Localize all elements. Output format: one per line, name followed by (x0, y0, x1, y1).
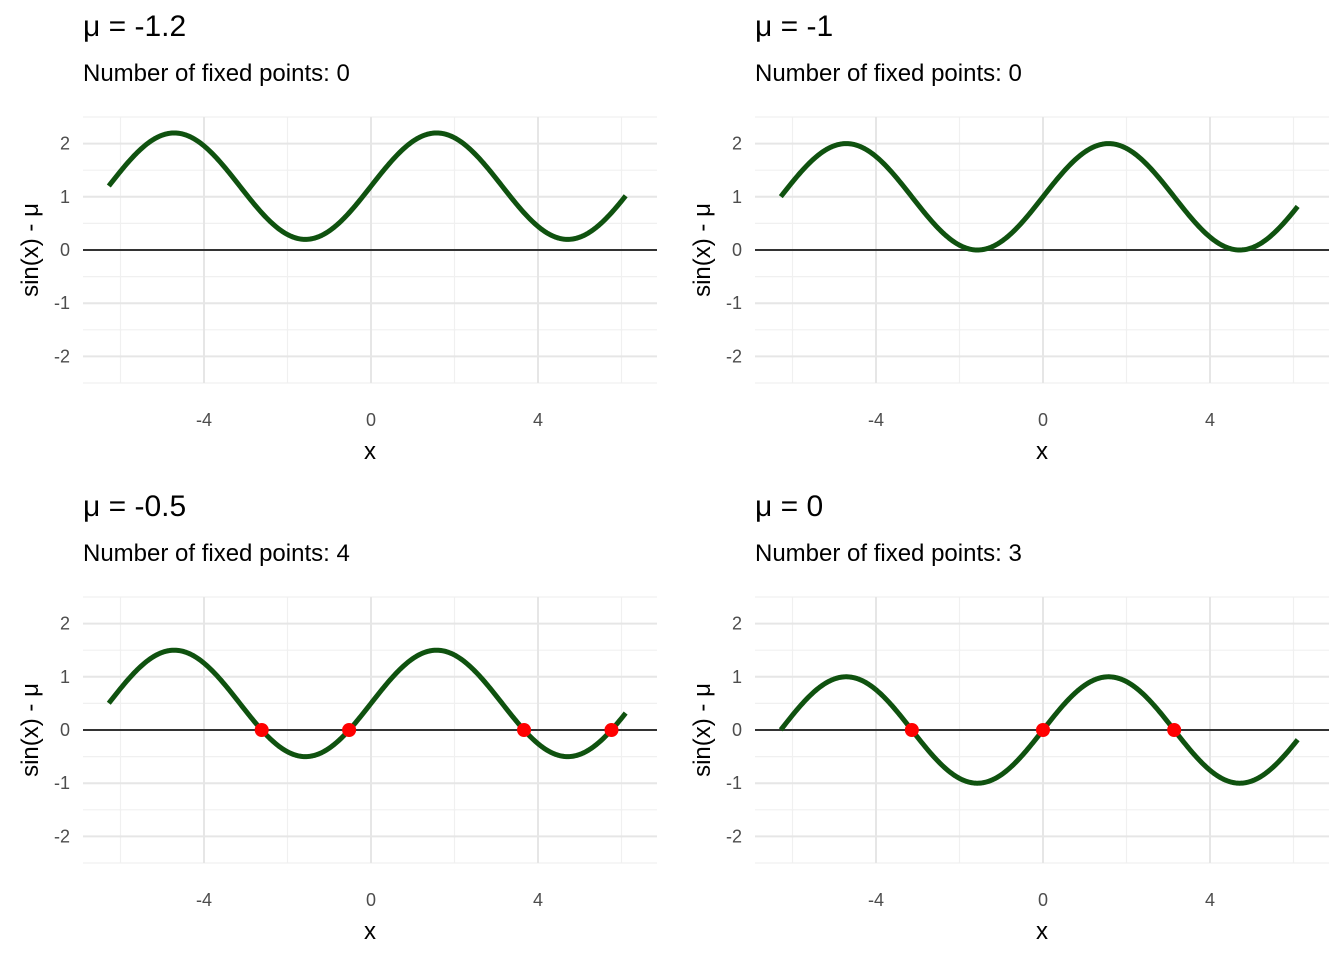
plot-area: -4 0 4 -2 -1 0 1 2 x sin(x) - μ (17, 116, 657, 465)
y-tick-label: 0 (60, 720, 70, 740)
y-tick-label: -1 (726, 293, 742, 313)
chart-panel-2: μ = -1 Number of fixed points: 0 -4 0 4 -2-… (672, 0, 1344, 480)
y-tick-label: 2 (60, 134, 70, 154)
y-tick-label: 2 (60, 614, 70, 634)
y-tick-label: -2 (54, 346, 70, 366)
plot-area: -4 0 4 -2 -1 0 1 2 x sin(x) - μ (17, 596, 657, 945)
panel-subtitle: Number of fixed points: 0 (755, 60, 1022, 87)
x-tick-label: 4 (533, 410, 543, 430)
fixed-point (1167, 723, 1182, 737)
x-tick-label: 4 (1205, 890, 1215, 910)
panel-subtitle: Number of fixed points: 0 (83, 60, 350, 87)
panel-subtitle: Number of fixed points: 4 (83, 540, 350, 567)
x-axis-label: x (364, 438, 376, 465)
y-tick-label: 1 (60, 667, 70, 687)
x-tick-label: 0 (1038, 410, 1048, 430)
fixed-point (517, 723, 532, 737)
x-tick-label: 0 (366, 890, 376, 910)
fixed-point (904, 723, 919, 737)
y-tick-label: -1 (726, 773, 742, 793)
x-tick-label: -4 (868, 410, 884, 430)
series-line (778, 141, 1300, 253)
x-tick-label: 0 (1038, 890, 1048, 910)
plot-area: -4 0 4 -2 -1 0 1 2 x sin(x) - μ (689, 596, 1329, 945)
chart-panel-3: μ = -0.5 Number of fixed points: 4 -4 0 4-… (0, 480, 672, 960)
plot-area: -4 0 4 -2 -1 0 1 2 x sin(x) - μ (689, 116, 1329, 465)
fixed-point (254, 723, 269, 737)
x-axis-label: x (1036, 918, 1048, 945)
y-axis-label: sin(x) - μ (17, 203, 44, 297)
chart-panel-1: μ = -1.2 Number of fixed points: 0 -4 0 4-… (0, 0, 672, 480)
panel-title: μ = 0 (755, 490, 824, 523)
series-line (106, 647, 628, 760)
panel-title: μ = -1 (755, 10, 834, 43)
panel-subtitle: Number of fixed points: 3 (755, 540, 1022, 567)
y-tick-label: 1 (732, 667, 742, 687)
x-tick-label: -4 (196, 890, 212, 910)
y-axis-label: sin(x) - μ (689, 203, 716, 297)
y-tick-label: 0 (732, 720, 742, 740)
x-tick-label: -4 (196, 410, 212, 430)
x-tick-label: 4 (1205, 410, 1215, 430)
y-tick-label: -1 (54, 773, 70, 793)
x-axis-label: x (1036, 438, 1048, 465)
series-line (106, 130, 628, 242)
y-tick-label: -1 (54, 293, 70, 313)
y-tick-label: -2 (726, 346, 742, 366)
y-tick-label: 2 (732, 134, 742, 154)
y-axis-label: sin(x) - μ (689, 683, 716, 777)
panel-title: μ = -0.5 (83, 490, 187, 523)
y-tick-label: 1 (60, 187, 70, 207)
panel-title: μ = -1.2 (83, 10, 187, 43)
y-tick-label: -2 (726, 826, 742, 846)
fixed-point (342, 723, 357, 737)
chart-panel-4: μ = 0 Number of fixed points: 3 -4 0 4 -2 -1… (672, 480, 1344, 960)
x-tick-label: 0 (366, 410, 376, 430)
fixed-point (1036, 723, 1050, 737)
x-tick-label: -4 (868, 890, 884, 910)
fixed-point (604, 723, 619, 737)
x-axis-label: x (364, 918, 376, 945)
y-tick-label: 2 (732, 614, 742, 634)
y-axis-label: sin(x) - μ (17, 683, 44, 777)
y-tick-label: 0 (732, 240, 742, 260)
x-tick-label: 4 (533, 890, 543, 910)
y-tick-label: 1 (732, 187, 742, 207)
y-tick-label: 0 (60, 240, 70, 260)
y-tick-label: -2 (54, 826, 70, 846)
